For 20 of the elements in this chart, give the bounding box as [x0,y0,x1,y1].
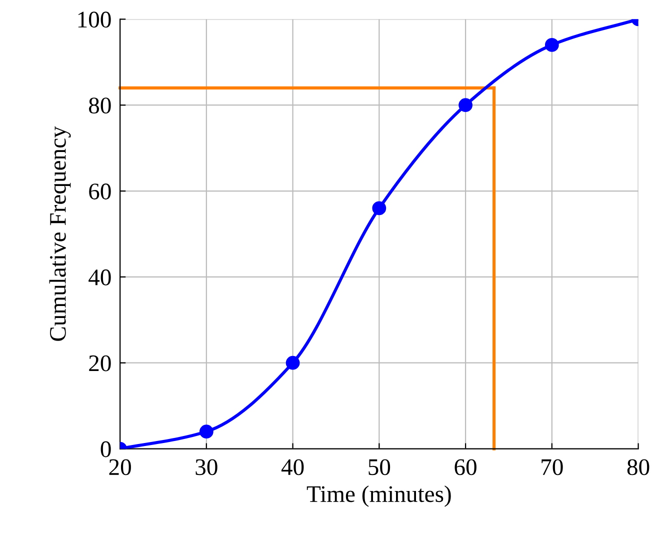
point [544,38,559,52]
x-tick-label: 80 [627,459,650,476]
x-tick-label: 50 [368,459,390,476]
point [286,356,300,370]
y-tick-label: 100 [78,12,111,28]
point [199,424,214,439]
y-tick-label: 20 [89,355,111,372]
x-tick-label: 30 [196,459,218,476]
x-tick-label: 60 [454,459,476,476]
x-tick-label: 40 [281,459,304,476]
x-tick-label: 70 [542,459,563,476]
y-tick-label: 60 [89,184,111,200]
point [372,201,386,216]
y-tick-label: 80 [89,98,111,114]
y-tick-label: 40 [88,269,111,286]
x-tick-label: 20 [109,459,131,476]
y-axis-title: Cumulative Frequency [49,126,71,341]
y-tick-label: 0 [100,441,111,458]
point [458,98,472,112]
x-axis-title: Time (minutes) [306,485,451,507]
